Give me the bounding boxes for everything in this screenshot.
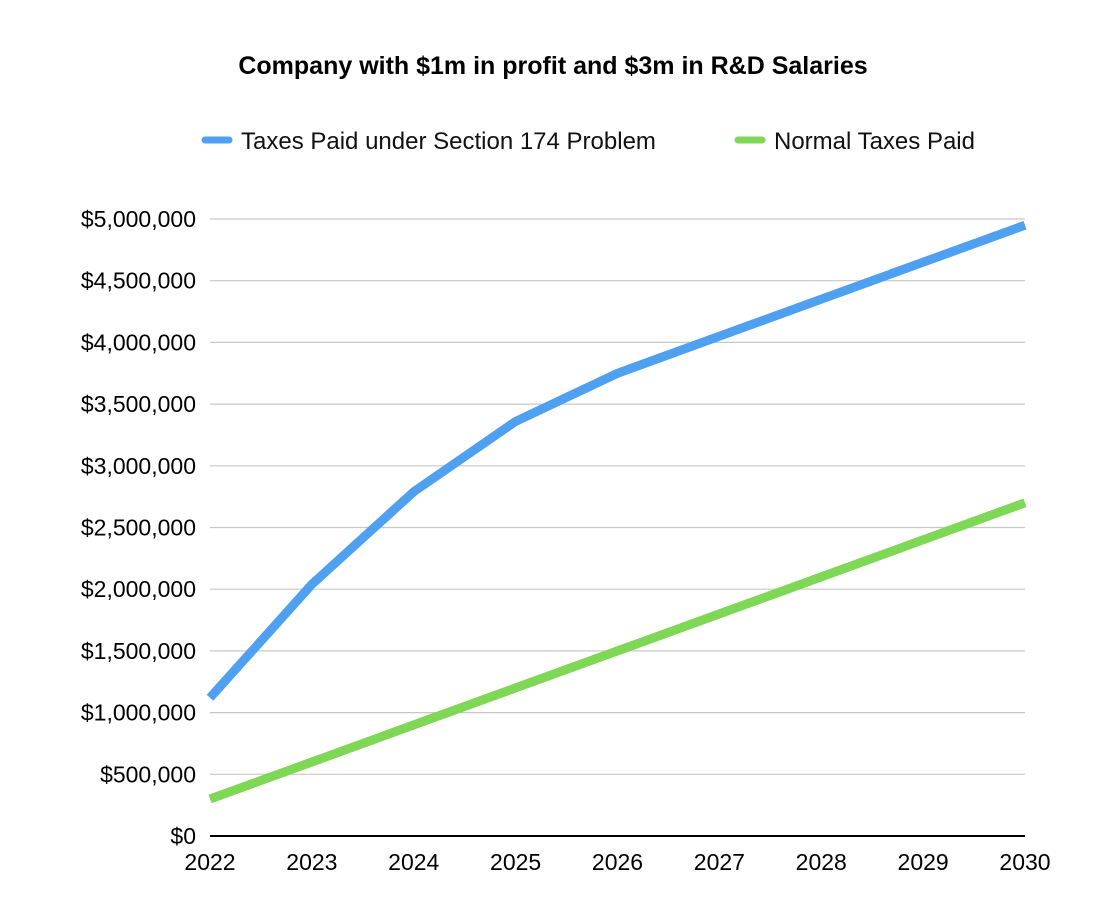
x-tick-label-2027: 2027 [694, 849, 745, 875]
legend-label-normal-taxes: Normal Taxes Paid [774, 128, 975, 155]
y-tick-label-1: $500,000 [100, 761, 196, 787]
x-tick-label-2024: 2024 [388, 849, 439, 875]
x-tick-label-2025: 2025 [490, 849, 541, 875]
y-tick-label-7: $3,500,000 [81, 391, 196, 417]
series-line-taxes-paid-under-section-174-problem [206, 220, 1027, 701]
chart-series [206, 220, 1027, 804]
y-tick-label-10: $5,000,000 [81, 206, 196, 232]
y-tick-label-2: $1,000,000 [81, 700, 196, 726]
y-tick-label-5: $2,500,000 [81, 515, 196, 541]
y-tick-label-0: $0 [170, 823, 196, 849]
legend-label-section-174: Taxes Paid under Section 174 Problem [241, 128, 656, 155]
y-tick-label-6: $3,000,000 [81, 453, 196, 479]
x-tick-label-2030: 2030 [999, 849, 1050, 875]
y-axis-tick-labels: $0 $500,000 $1,000,000 $1,500,000 $2,000,000… [81, 206, 196, 849]
y-tick-label-8: $4,000,000 [81, 329, 196, 355]
chart-title: Company with $1m in profit and $3m in R&… [238, 52, 867, 80]
x-tick-label-2029: 2029 [898, 849, 949, 875]
chart-legend: Taxes Paid under Section 174 Problem Nor… [201, 128, 975, 155]
y-gridlines [210, 218, 1025, 775]
y-tick-label-9: $4,500,000 [81, 268, 196, 294]
x-axis-tick-labels: 2022 2023 2024 2025 2026 2027 2028 2029 2030 [184, 849, 1050, 875]
series-line-normal-taxes-paid [208, 498, 1027, 804]
y-tick-label-4: $2,000,000 [81, 576, 196, 602]
x-tick-label-2026: 2026 [592, 849, 643, 875]
x-tick-label-2022: 2022 [184, 849, 235, 875]
y-tick-label-3: $1,500,000 [81, 638, 196, 664]
x-tick-label-2028: 2028 [796, 849, 847, 875]
x-tick-label-2023: 2023 [286, 849, 337, 875]
